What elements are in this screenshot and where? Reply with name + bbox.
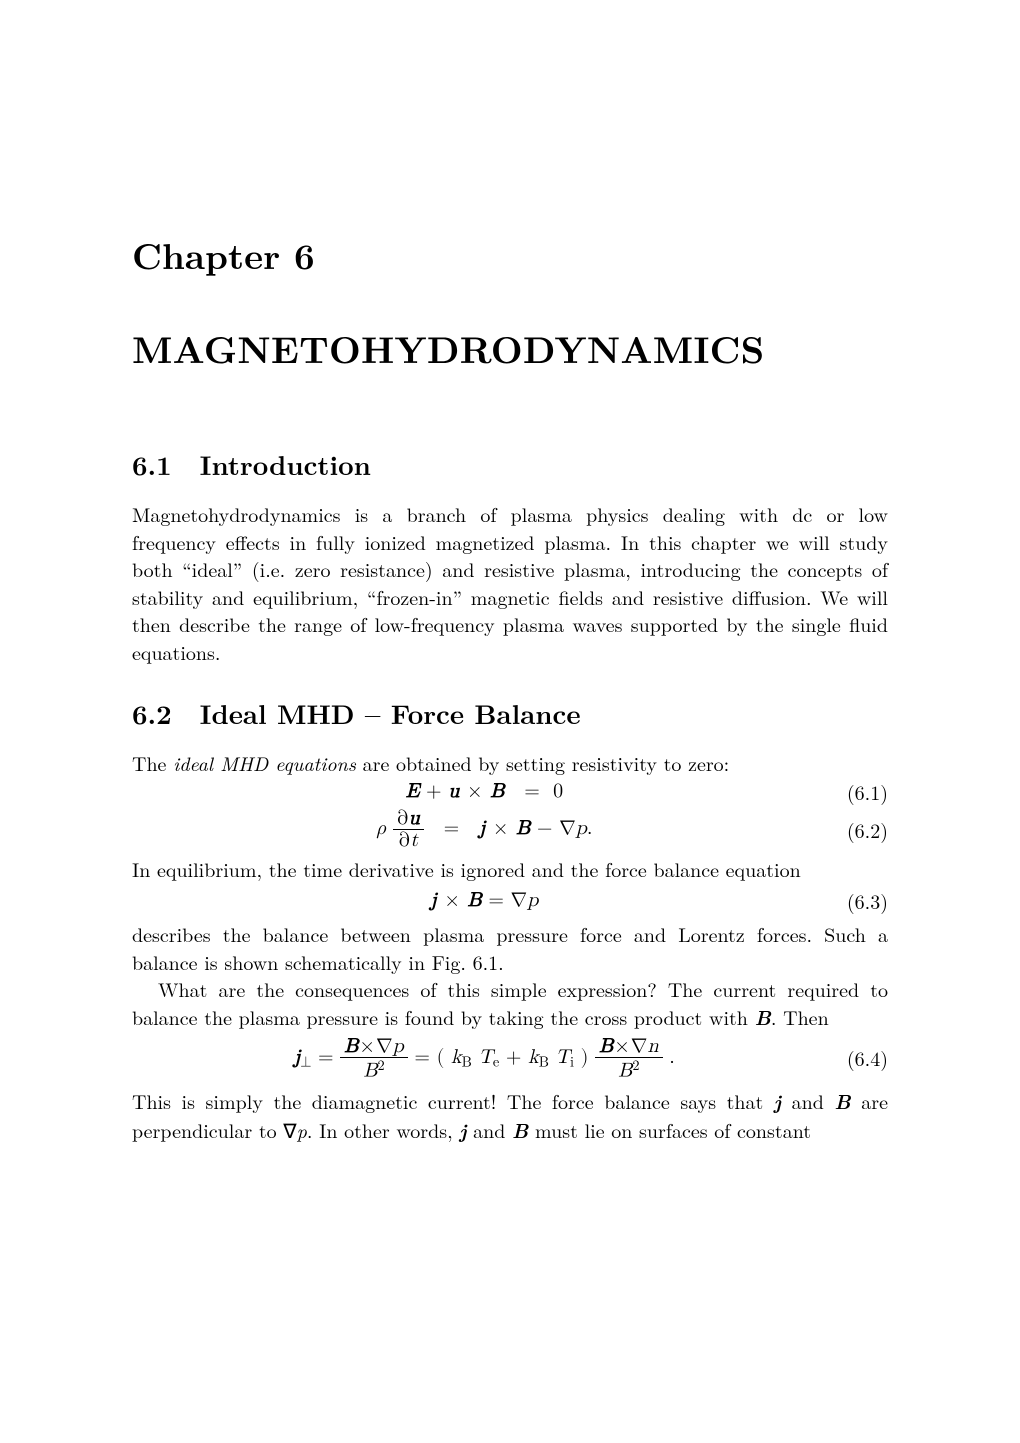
- force-para1: The ideal MHD equations are obtained by …: [132, 749, 888, 777]
- force-para5: This is simply the diamagnetic current! …: [132, 1087, 888, 1144]
- equation-number: (6.1): [837, 778, 888, 806]
- equation-6-4: j⊥ = B×∇p B2 = ( kB Te + kB Ti ) B×∇n B2…: [132, 1036, 888, 1081]
- emph: ideal MHD equations: [173, 748, 356, 777]
- text: . Then: [771, 1002, 829, 1031]
- sym-nabla: ∇: [283, 1115, 296, 1144]
- force-para4: What are the consequences of this simple…: [132, 975, 888, 1031]
- sym-B: B: [755, 1003, 771, 1032]
- sym-B: B: [512, 1116, 528, 1145]
- intro-paragraph: Magnetohydrodynamics is a branch of plas…: [132, 500, 888, 666]
- equation-body: ρ ∂u ∂t = j × B − ∇p.: [132, 808, 837, 851]
- equation-body: j⊥ = B×∇p B2 = ( kB Te + kB Ti ) B×∇n B2…: [132, 1036, 837, 1081]
- section-heading-force: 6.2 Ideal MHD – Force Balance: [132, 694, 888, 731]
- sym-j: j: [774, 1087, 781, 1116]
- text: The: [132, 748, 173, 777]
- chapter-title: MAGNETOHYDRODYNAMICS: [132, 322, 888, 373]
- sym-p: p: [297, 1115, 307, 1144]
- sym-B: B: [834, 1087, 850, 1116]
- section-title: Introduction: [200, 444, 371, 483]
- section-number: 6.1: [132, 445, 172, 482]
- text: and: [466, 1115, 512, 1144]
- section-title: Ideal MHD – Force Balance: [200, 693, 581, 732]
- equation-number: (6.2): [837, 816, 888, 844]
- equation-6-1: E + u × B = 0 (6.1): [132, 778, 888, 806]
- text: This is simply the diamagnetic current! …: [132, 1086, 774, 1115]
- force-para3: describes the balance between plasma pre…: [132, 920, 888, 975]
- equation-6-3: j × B = ∇p (6.3): [132, 887, 888, 915]
- text: are obtained by setting resistivity to z…: [356, 748, 729, 777]
- text: must lie on surfaces of constant: [528, 1115, 811, 1144]
- force-para2: In equilibrium, the time derivative is i…: [132, 855, 888, 883]
- equation-number: (6.3): [837, 887, 888, 915]
- equation-body: E + u × B = 0: [132, 778, 837, 806]
- equation-body: j × B = ∇p: [132, 887, 837, 915]
- text: . In other words,: [307, 1115, 459, 1144]
- text: and: [781, 1086, 834, 1115]
- chapter-label: Chapter 6: [132, 230, 888, 280]
- page: Chapter 6 MAGNETOHYDRODYNAMICS 6.1 Introd…: [0, 0, 1020, 1443]
- section-heading-intro: 6.1 Introduction: [132, 445, 888, 482]
- equation-6-2: ρ ∂u ∂t = j × B − ∇p. (6.2): [132, 808, 888, 851]
- section-number: 6.2: [132, 694, 172, 731]
- equation-number: (6.4): [837, 1044, 888, 1072]
